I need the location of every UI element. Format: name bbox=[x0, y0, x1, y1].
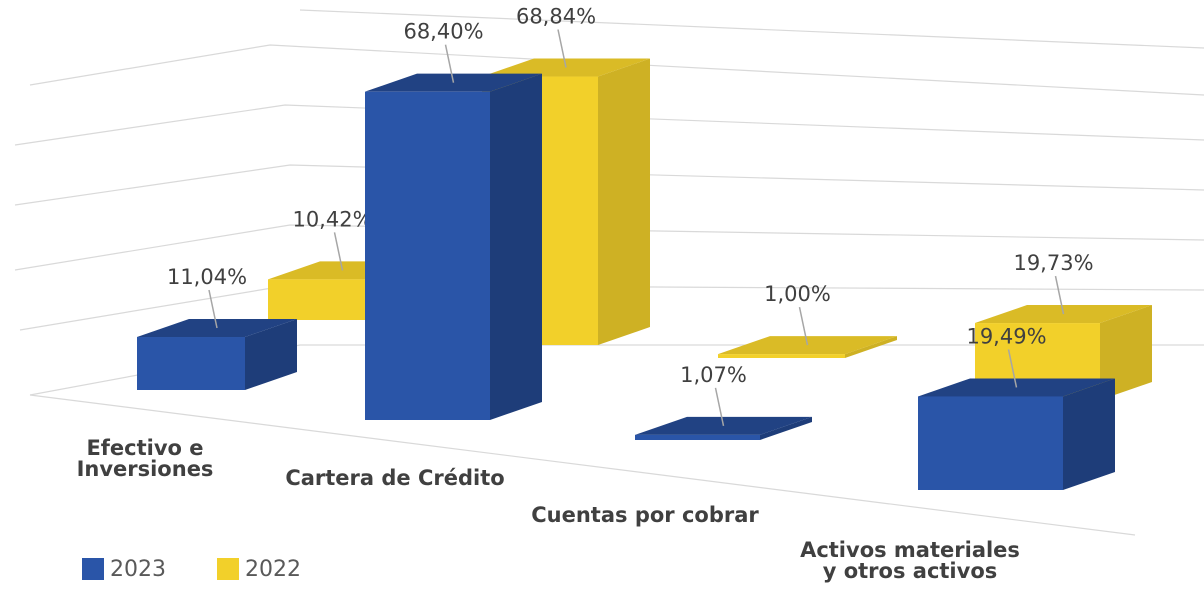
legend-label: 2022 bbox=[245, 557, 301, 582]
bar bbox=[365, 91, 490, 421]
bar-side bbox=[1100, 305, 1152, 400]
bar bbox=[137, 337, 245, 390]
value-label: 19,73% bbox=[1013, 251, 1093, 275]
x-tick-label: Cuentas por cobrar bbox=[531, 503, 759, 527]
x-tick-label: Efectivo e Inversiones bbox=[76, 436, 214, 481]
bar-side bbox=[760, 416, 812, 440]
grid-line bbox=[29, 344, 1204, 396]
x-tick-label: Cartera de Crédito bbox=[285, 466, 505, 490]
leader-line bbox=[333, 232, 344, 271]
legend-swatch bbox=[217, 558, 239, 580]
bar-side bbox=[1063, 378, 1115, 490]
leader-line bbox=[1054, 275, 1065, 315]
value-label: 10,42% bbox=[292, 207, 372, 231]
grid-line bbox=[29, 44, 1204, 96]
bar bbox=[718, 354, 845, 358]
bar bbox=[918, 396, 1063, 490]
grid-line bbox=[14, 164, 1204, 206]
floor-edge bbox=[29, 394, 1136, 536]
leader-line bbox=[557, 29, 567, 68]
bar-side bbox=[598, 58, 650, 346]
leader-line bbox=[444, 44, 455, 83]
value-label: 68,84% bbox=[516, 5, 596, 29]
x-tick-label: Activos materiales y otros activos bbox=[800, 538, 1020, 583]
bar-side bbox=[245, 319, 297, 390]
bar-side bbox=[845, 336, 897, 358]
value-label: 19,49% bbox=[966, 324, 1046, 348]
value-label: 11,04% bbox=[167, 265, 247, 289]
leader-line bbox=[1007, 349, 1018, 388]
bar bbox=[635, 434, 760, 440]
value-label: 68,40% bbox=[403, 20, 483, 44]
grid-line bbox=[14, 224, 1204, 271]
leader-line bbox=[798, 306, 809, 346]
value-label: 1,07% bbox=[680, 363, 747, 387]
value-label: 1,00% bbox=[764, 282, 831, 306]
bar bbox=[268, 279, 365, 320]
leader-line bbox=[714, 387, 725, 427]
grid-line bbox=[14, 104, 1204, 146]
bar-side bbox=[490, 73, 542, 421]
grid-line bbox=[299, 9, 1204, 49]
legend-label: 2023 bbox=[110, 557, 166, 582]
legend-swatch bbox=[82, 558, 104, 580]
leader-line bbox=[208, 289, 218, 329]
